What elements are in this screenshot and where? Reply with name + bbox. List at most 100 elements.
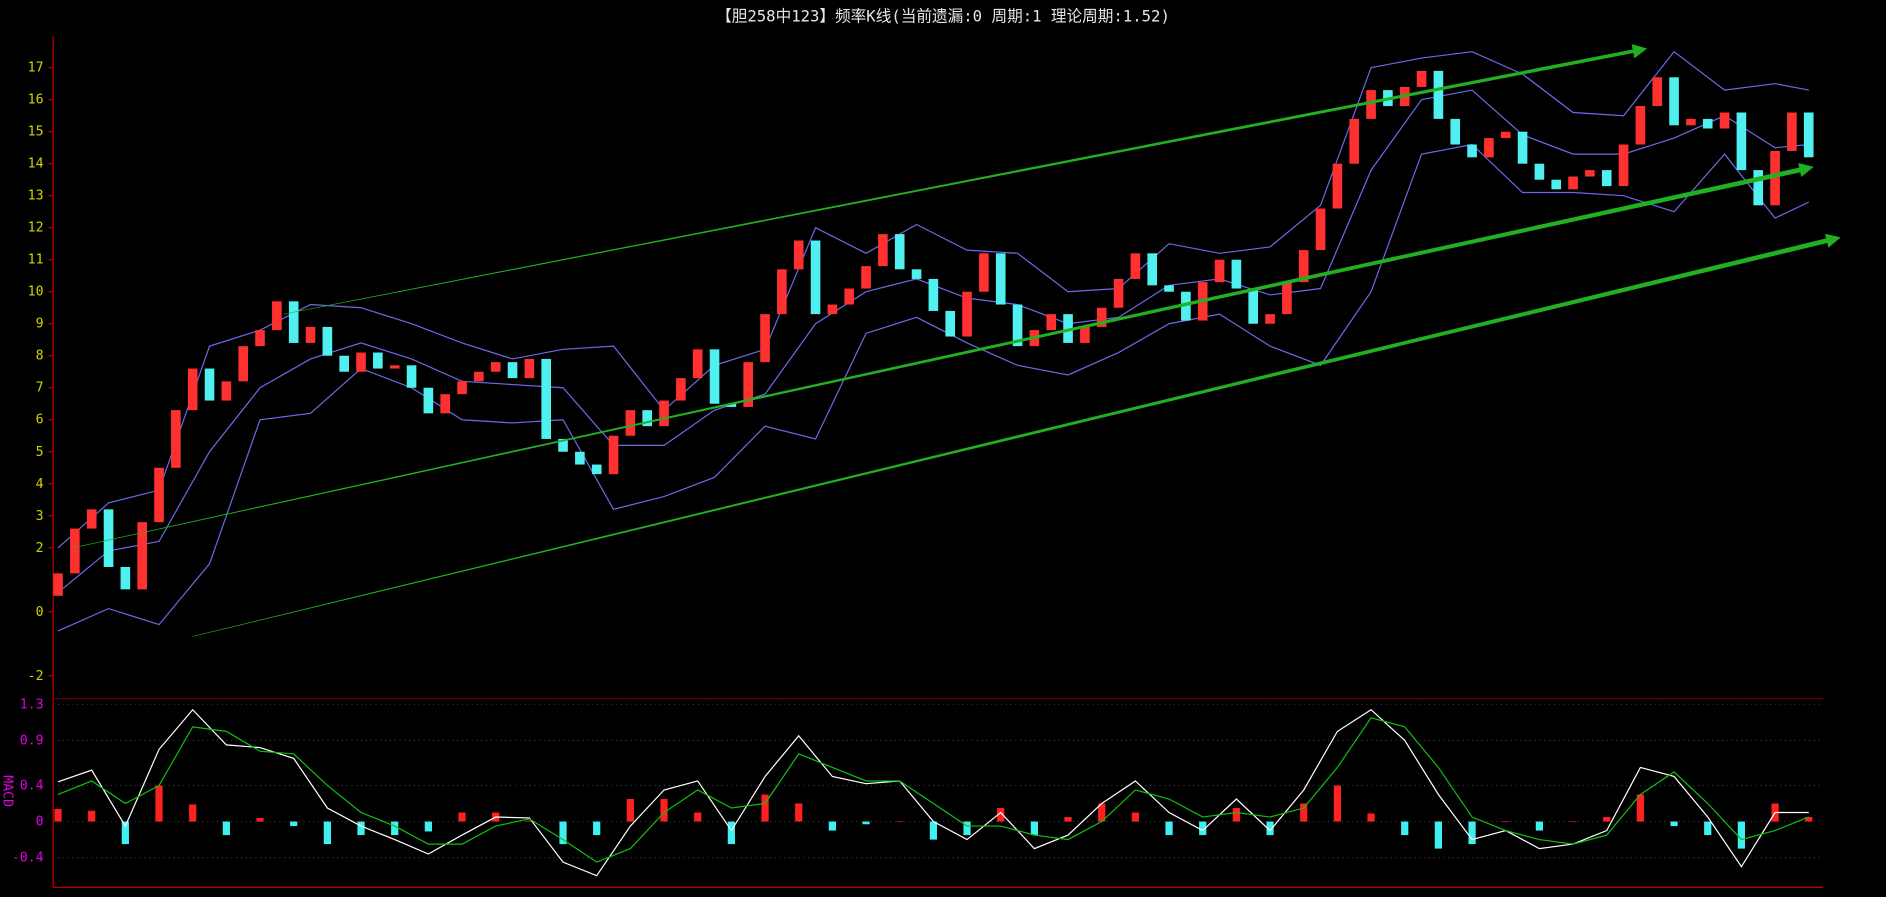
candle: [928, 278, 939, 311]
macd-bar: [593, 821, 601, 836]
candle: [356, 352, 366, 372]
chart-title: 【胆258中123】频率K线(当前遗漏:0 周期:1 理论周期:1.52): [716, 6, 1170, 25]
y-tick-label: 16: [28, 93, 44, 108]
macd-bar: [1266, 821, 1274, 836]
macd-bar: [54, 808, 62, 822]
candle: [1500, 131, 1511, 139]
candle: [322, 326, 333, 356]
macd-bar: [1569, 821, 1577, 823]
y-tick-label: 2: [36, 541, 44, 556]
macd-line: [57, 708, 1809, 877]
candle: [979, 253, 989, 292]
y-tick-label: 7: [36, 381, 44, 396]
candle: [1080, 326, 1090, 343]
candle: [1618, 144, 1629, 187]
candle: [1568, 176, 1578, 190]
candle: [608, 435, 619, 475]
candle: [777, 269, 787, 315]
candle: [305, 326, 316, 343]
candle: [507, 362, 518, 379]
candle: [591, 464, 602, 475]
candle: [1736, 112, 1747, 171]
macd-bar: [1468, 821, 1476, 845]
y-tick-label: 14: [28, 157, 44, 172]
macd-bar: [1737, 821, 1746, 849]
macd-bar: [1232, 808, 1240, 822]
macd-bar: [1401, 821, 1409, 836]
candle: [1130, 253, 1141, 279]
y-tick-label: 0: [36, 605, 44, 620]
candle: [962, 291, 972, 337]
macd-bar: [626, 799, 634, 822]
candle: [1484, 138, 1494, 158]
candle: [827, 304, 838, 315]
candle: [1433, 70, 1444, 119]
candle: [70, 528, 80, 574]
candle: [1282, 282, 1292, 315]
macd-bar: [391, 821, 399, 836]
candle: [171, 410, 181, 468]
macd-bar: [559, 821, 567, 845]
bollinger-band: [57, 50, 1809, 549]
macd-bar: [1199, 821, 1207, 836]
y-tick-label: 3: [36, 509, 44, 524]
macd-bar: [963, 821, 971, 836]
candle: [692, 349, 703, 379]
candle: [204, 368, 215, 401]
candle: [1349, 118, 1360, 164]
macd-bar: [155, 785, 163, 822]
candle: [53, 573, 63, 596]
candle: [524, 358, 535, 379]
candle: [86, 509, 97, 529]
candle: [995, 253, 1006, 305]
candle: [474, 371, 484, 382]
candle: [1012, 304, 1023, 347]
candle: [1416, 70, 1427, 87]
y-tick-label: 6: [36, 413, 44, 428]
macd-bar: [290, 821, 298, 827]
macd-bar: [357, 821, 365, 836]
macd-bar: [828, 821, 836, 831]
macd-bar: [1535, 821, 1544, 831]
candle: [1585, 170, 1595, 177]
candle: [1803, 112, 1814, 158]
candle: [238, 346, 249, 382]
candle: [423, 387, 434, 414]
candle: [457, 381, 467, 395]
candle: [272, 301, 282, 331]
bollinger-band: [57, 143, 1809, 632]
candle: [490, 362, 501, 372]
y-tick-label: 17: [28, 61, 44, 76]
candle: [709, 349, 720, 404]
candle: [1534, 163, 1545, 180]
y-tick-label: 13: [28, 189, 44, 204]
candle: [743, 362, 754, 407]
candle: [103, 509, 114, 567]
candle: [1517, 131, 1528, 164]
candle: [288, 301, 299, 343]
macd-bar: [458, 812, 466, 822]
candle: [1669, 77, 1679, 126]
candle: [1686, 118, 1696, 126]
macd-bar: [189, 804, 197, 822]
candle: [945, 310, 956, 337]
candle: [221, 381, 232, 401]
candle: [1315, 208, 1326, 251]
macd-bar: [1098, 803, 1106, 822]
y-tick-label: 12: [28, 221, 44, 236]
macd-bar: [1805, 817, 1813, 822]
trend-arrow: [283, 44, 1648, 315]
candle: [1719, 112, 1730, 129]
candle: [1652, 77, 1663, 107]
macd-bar: [222, 821, 230, 836]
macd-bar: [1636, 794, 1645, 822]
y-tick-label: 4: [36, 477, 44, 492]
candle: [1231, 259, 1242, 289]
macd-bar: [1502, 821, 1510, 823]
candle: [894, 234, 905, 270]
candle: [625, 410, 636, 436]
candle: [642, 410, 653, 427]
macd-bar: [88, 810, 96, 822]
